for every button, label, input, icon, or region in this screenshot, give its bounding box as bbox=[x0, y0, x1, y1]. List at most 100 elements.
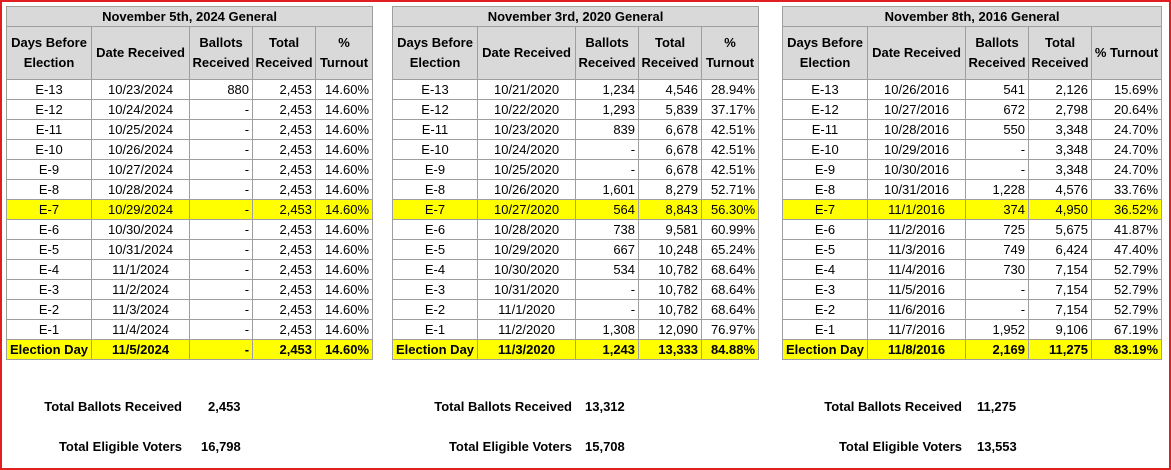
summary-label[interactable]: Total Eligible Voters bbox=[838, 439, 962, 454]
cell-date-received[interactable]: 11/2/2024 bbox=[91, 279, 191, 300]
cell-total-received[interactable]: 4,950 bbox=[1028, 199, 1093, 220]
total-eligible-value[interactable]: 16,798 bbox=[201, 439, 241, 454]
cell-days-before[interactable]: Election Day bbox=[781, 339, 869, 360]
cell-turnout[interactable]: 14.60% bbox=[315, 239, 374, 260]
cell-days-before[interactable]: E-2 bbox=[391, 299, 479, 320]
cell-days-before[interactable]: E-4 bbox=[5, 259, 93, 280]
cell-turnout[interactable]: 24.70% bbox=[1091, 119, 1163, 140]
cell-date-received[interactable]: 10/27/2020 bbox=[477, 199, 577, 220]
cell-ballots-received[interactable]: - bbox=[575, 159, 640, 180]
cell-date-received[interactable]: 10/29/2016 bbox=[867, 139, 967, 160]
cell-total-received[interactable]: 2,453 bbox=[252, 199, 317, 220]
header-turnout[interactable]: % Turnout bbox=[315, 26, 374, 80]
cell-date-received[interactable]: 11/5/2016 bbox=[867, 279, 967, 300]
cell-ballots-received[interactable]: - bbox=[189, 99, 254, 120]
cell-days-before[interactable]: E-8 bbox=[391, 179, 479, 200]
cell-total-received[interactable]: 6,678 bbox=[638, 159, 703, 180]
cell-total-received[interactable]: 4,576 bbox=[1028, 179, 1093, 200]
cell-days-before[interactable]: E-7 bbox=[391, 199, 479, 220]
cell-days-before[interactable]: E-6 bbox=[5, 219, 93, 240]
cell-date-received[interactable]: 10/30/2020 bbox=[477, 259, 577, 280]
cell-total-received[interactable]: 3,348 bbox=[1028, 159, 1093, 180]
cell-date-received[interactable]: 11/1/2024 bbox=[91, 259, 191, 280]
cell-total-received[interactable]: 2,453 bbox=[252, 119, 317, 140]
cell-total-received[interactable]: 9,581 bbox=[638, 219, 703, 240]
header-ballots-received[interactable]: Ballots Received bbox=[189, 26, 254, 80]
cell-ballots-received[interactable]: - bbox=[189, 299, 254, 320]
cell-turnout[interactable]: 84.88% bbox=[701, 339, 760, 360]
cell-date-received[interactable]: 10/23/2020 bbox=[477, 119, 577, 140]
cell-total-received[interactable]: 2,126 bbox=[1028, 79, 1093, 100]
total-ballots-value[interactable]: 2,453 bbox=[208, 399, 241, 414]
cell-ballots-received[interactable]: - bbox=[189, 139, 254, 160]
cell-total-received[interactable]: 9,106 bbox=[1028, 319, 1093, 340]
cell-days-before[interactable]: E-11 bbox=[781, 119, 869, 140]
cell-ballots-received[interactable]: 672 bbox=[965, 99, 1030, 120]
cell-date-received[interactable]: 10/23/2024 bbox=[91, 79, 191, 100]
header-ballots-received[interactable]: Ballots Received bbox=[575, 26, 640, 80]
cell-ballots-received[interactable]: 1,293 bbox=[575, 99, 640, 120]
cell-total-received[interactable]: 2,453 bbox=[252, 299, 317, 320]
cell-turnout[interactable]: 41.87% bbox=[1091, 219, 1163, 240]
cell-total-received[interactable]: 2,453 bbox=[252, 259, 317, 280]
cell-total-received[interactable]: 7,154 bbox=[1028, 279, 1093, 300]
cell-total-received[interactable]: 7,154 bbox=[1028, 259, 1093, 280]
cell-turnout[interactable]: 14.60% bbox=[315, 179, 374, 200]
cell-date-received[interactable]: 10/30/2024 bbox=[91, 219, 191, 240]
cell-ballots-received[interactable]: 839 bbox=[575, 119, 640, 140]
cell-total-received[interactable]: 2,453 bbox=[252, 239, 317, 260]
header-date-received[interactable]: Date Received bbox=[867, 26, 967, 80]
cell-date-received[interactable]: 10/29/2024 bbox=[91, 199, 191, 220]
cell-days-before[interactable]: E-3 bbox=[5, 279, 93, 300]
cell-total-received[interactable]: 2,798 bbox=[1028, 99, 1093, 120]
cell-days-before[interactable]: E-1 bbox=[5, 319, 93, 340]
header-days-before[interactable]: Days Before Election bbox=[5, 26, 93, 80]
cell-days-before[interactable]: E-4 bbox=[781, 259, 869, 280]
cell-ballots-received[interactable]: 1,243 bbox=[575, 339, 640, 360]
cell-total-received[interactable]: 6,424 bbox=[1028, 239, 1093, 260]
cell-turnout[interactable]: 47.40% bbox=[1091, 239, 1163, 260]
cell-ballots-received[interactable]: 1,228 bbox=[965, 179, 1030, 200]
cell-date-received[interactable]: 10/31/2016 bbox=[867, 179, 967, 200]
summary-label[interactable]: Total Ballots Received bbox=[824, 399, 962, 414]
total-ballots-value[interactable]: 11,275 bbox=[977, 399, 1017, 414]
cell-days-before[interactable]: E-10 bbox=[391, 139, 479, 160]
summary-label[interactable]: Total Eligible Voters bbox=[448, 439, 572, 454]
cell-total-received[interactable]: 11,275 bbox=[1028, 339, 1093, 360]
cell-total-received[interactable]: 13,333 bbox=[638, 339, 703, 360]
cell-days-before[interactable]: E-1 bbox=[391, 319, 479, 340]
cell-date-received[interactable]: 11/4/2024 bbox=[91, 319, 191, 340]
cell-turnout[interactable]: 24.70% bbox=[1091, 159, 1163, 180]
cell-days-before[interactable]: E-12 bbox=[5, 99, 93, 120]
cell-total-received[interactable]: 2,453 bbox=[252, 159, 317, 180]
cell-date-received[interactable]: 11/4/2016 bbox=[867, 259, 967, 280]
cell-turnout[interactable]: 28.94% bbox=[701, 79, 760, 100]
cell-date-received[interactable]: 11/7/2016 bbox=[867, 319, 967, 340]
cell-total-received[interactable]: 5,675 bbox=[1028, 219, 1093, 240]
cell-turnout[interactable]: 52.79% bbox=[1091, 299, 1163, 320]
cell-turnout[interactable]: 76.97% bbox=[701, 319, 760, 340]
cell-ballots-received[interactable]: - bbox=[189, 259, 254, 280]
cell-date-received[interactable]: 10/26/2020 bbox=[477, 179, 577, 200]
cell-days-before[interactable]: E-13 bbox=[781, 79, 869, 100]
cell-ballots-received[interactable]: - bbox=[189, 199, 254, 220]
cell-ballots-received[interactable]: - bbox=[189, 239, 254, 260]
cell-ballots-received[interactable]: - bbox=[575, 299, 640, 320]
cell-days-before[interactable]: E-4 bbox=[391, 259, 479, 280]
cell-turnout[interactable]: 20.64% bbox=[1091, 99, 1163, 120]
cell-days-before[interactable]: E-2 bbox=[781, 299, 869, 320]
cell-total-received[interactable]: 3,348 bbox=[1028, 119, 1093, 140]
cell-days-before[interactable]: E-3 bbox=[781, 279, 869, 300]
cell-turnout[interactable]: 14.60% bbox=[315, 139, 374, 160]
cell-days-before[interactable]: E-8 bbox=[5, 179, 93, 200]
cell-turnout[interactable]: 42.51% bbox=[701, 139, 760, 160]
cell-turnout[interactable]: 42.51% bbox=[701, 119, 760, 140]
cell-days-before[interactable]: E-1 bbox=[781, 319, 869, 340]
cell-days-before[interactable]: E-5 bbox=[5, 239, 93, 260]
cell-date-received[interactable]: 10/31/2020 bbox=[477, 279, 577, 300]
cell-turnout[interactable]: 14.60% bbox=[315, 279, 374, 300]
cell-turnout[interactable]: 42.51% bbox=[701, 159, 760, 180]
cell-total-received[interactable]: 2,453 bbox=[252, 339, 317, 360]
cell-total-received[interactable]: 10,782 bbox=[638, 259, 703, 280]
cell-days-before[interactable]: Election Day bbox=[5, 339, 93, 360]
